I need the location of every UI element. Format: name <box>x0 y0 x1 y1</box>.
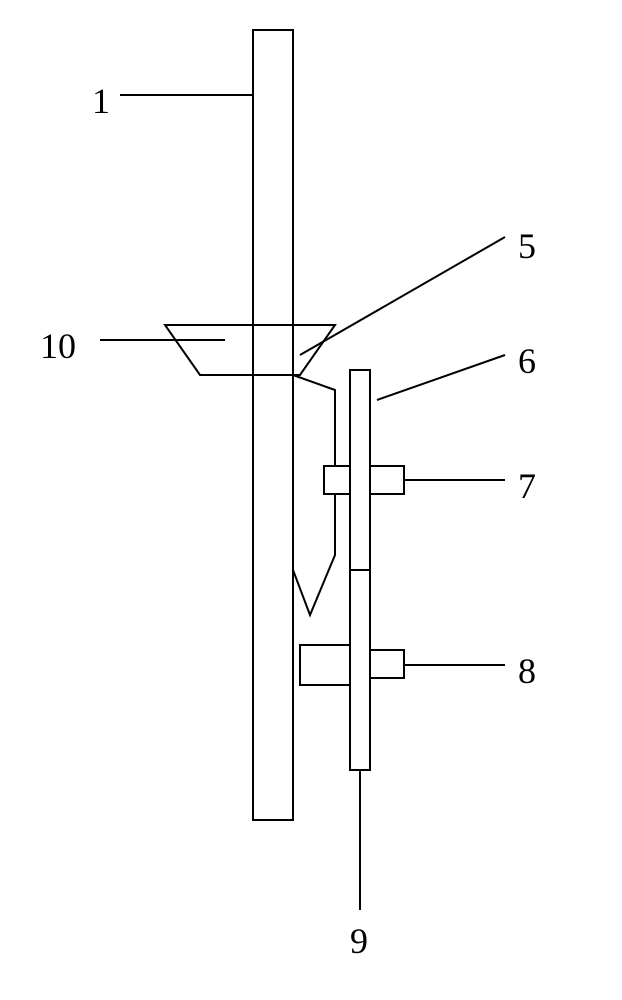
technical-diagram <box>100 30 505 910</box>
label-5: 5 <box>518 225 536 267</box>
label-8: 8 <box>518 650 536 692</box>
lower-bracket-right <box>370 650 404 678</box>
label-10: 10 <box>40 325 76 367</box>
upper-bracket-right <box>370 466 404 494</box>
label-6: 6 <box>518 340 536 382</box>
shaft <box>253 30 293 820</box>
label-9: 9 <box>350 920 368 962</box>
label-1: 1 <box>92 80 110 122</box>
label-7: 7 <box>518 465 536 507</box>
upper-bracket-left <box>324 466 350 494</box>
lower-bracket-left <box>300 645 350 685</box>
